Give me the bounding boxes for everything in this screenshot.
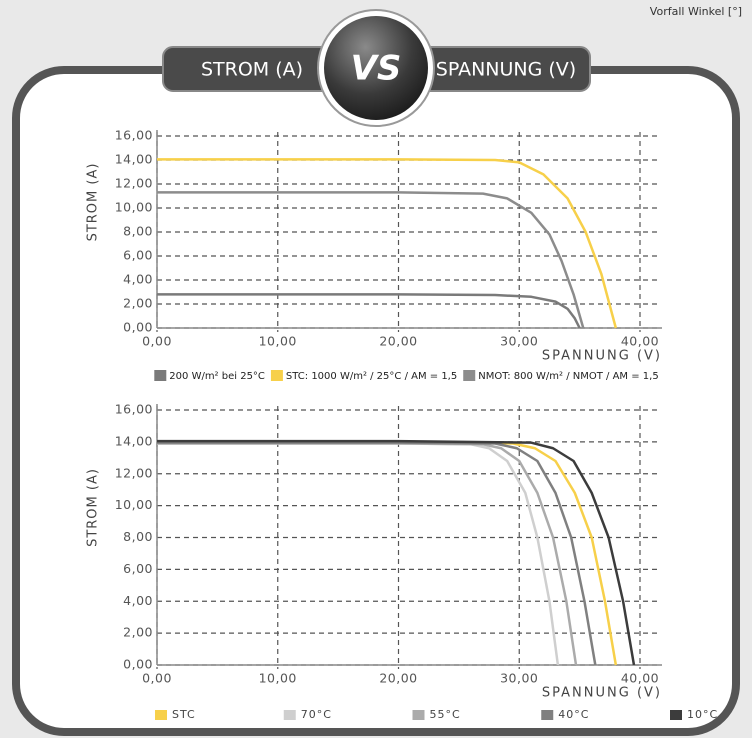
y-axis-label: STROM (A) <box>86 468 101 547</box>
x-tick-label: 0,00 <box>142 334 172 349</box>
legend-swatch <box>413 710 425 720</box>
y-tick-label: 8,00 <box>123 224 153 239</box>
y-tick-label: 12,00 <box>115 465 153 480</box>
y-axis-label: STROM (A) <box>86 163 101 242</box>
x-tick-label: 20,00 <box>379 671 417 686</box>
corner-label: Vorfall Winkel [°] <box>650 5 742 18</box>
legend-swatch <box>155 710 167 720</box>
legend-swatch <box>463 370 475 381</box>
legend-label: 40°C <box>558 708 589 721</box>
y-tick-label: 14,00 <box>115 152 153 167</box>
y-tick-label: 6,00 <box>123 561 153 576</box>
legend-label: STC <box>172 708 196 721</box>
legend-swatch <box>541 710 553 720</box>
y-tick-label: 6,00 <box>123 248 153 263</box>
x-tick-label: 10,00 <box>259 671 297 686</box>
y-tick-label: 10,00 <box>115 497 153 512</box>
y-tick-label: 8,00 <box>123 529 153 544</box>
y-tick-label: 16,00 <box>115 128 153 143</box>
x-tick-label: 0,00 <box>142 671 172 686</box>
legend: 200 W/m² bei 25°C STC: 1000 W/m² / 25°C /… <box>154 370 658 382</box>
legend-label: 55°C <box>430 708 461 721</box>
legend-label: 10°C <box>687 708 718 721</box>
legend-swatch <box>271 370 283 381</box>
x-tick-label: 40,00 <box>621 671 659 686</box>
y-tick-label: 2,00 <box>123 625 153 640</box>
x-axis-label: SPANNUNG (V) <box>542 686 662 701</box>
legend-swatch <box>154 370 166 381</box>
y-tick-label: 4,00 <box>123 593 153 608</box>
badge-text: VS <box>351 49 402 89</box>
legend-label: 200 W/m² bei 25°C <box>169 371 265 382</box>
y-tick-label: 0,00 <box>123 320 153 335</box>
y-tick-label: 0,00 <box>123 657 153 672</box>
legend-swatch <box>670 710 682 720</box>
legend-label: STC: 1000 W/m² / 25°C / AM = 1,5 <box>286 371 457 382</box>
x-tick-label: 40,00 <box>621 334 659 349</box>
x-tick-label: 10,00 <box>259 334 297 349</box>
y-tick-label: 12,00 <box>115 176 153 191</box>
x-axis-label: SPANNUNG (V) <box>542 349 662 364</box>
y-tick-label: 16,00 <box>115 402 153 417</box>
x-tick-label: 20,00 <box>379 334 417 349</box>
y-tick-label: 14,00 <box>115 433 153 448</box>
x-tick-label: 30,00 <box>500 334 538 349</box>
legend-label: 70°C <box>301 708 332 721</box>
y-tick-label: 2,00 <box>123 296 153 311</box>
y-tick-label: 4,00 <box>123 272 153 287</box>
right-title: SPANNUNG (V) <box>436 59 576 81</box>
legend-swatch <box>284 710 296 720</box>
left-title: STROM (A) <box>201 59 303 81</box>
page: Vorfall Winkel [°] STROM (A) SPANNUNG (V… <box>0 0 752 738</box>
y-tick-label: 10,00 <box>115 200 153 215</box>
x-tick-label: 30,00 <box>500 671 538 686</box>
legend-label: NMOT: 800 W/m² / NMOT / AM = 1,5 <box>478 371 658 382</box>
